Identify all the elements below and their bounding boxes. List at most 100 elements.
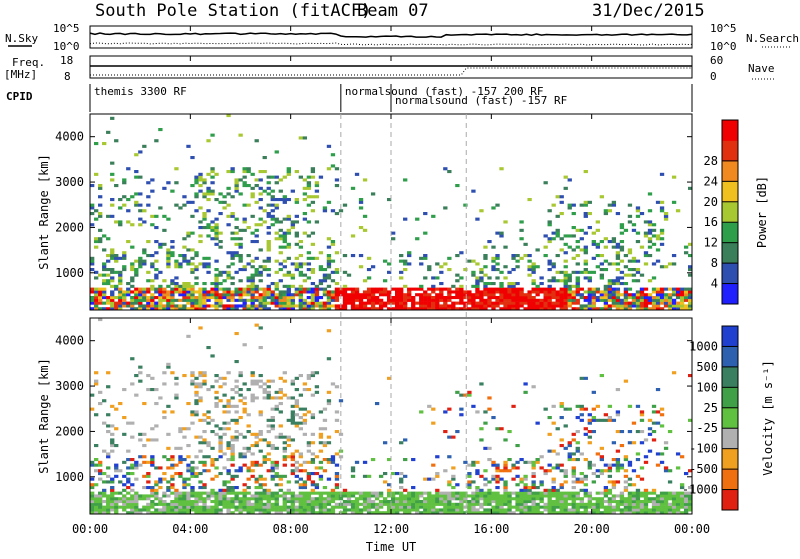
heatmap-cell [266, 296, 271, 300]
heatmap-cell [679, 296, 685, 300]
heatmap-cell [587, 276, 592, 280]
heatmap-cell [366, 276, 372, 280]
heatmap-cell [407, 290, 412, 294]
heatmap-cell [306, 276, 312, 280]
heatmap-cell [190, 307, 195, 311]
heatmap-cell [471, 497, 476, 501]
heatmap-cell [242, 410, 247, 414]
heatmap-cell [635, 505, 641, 509]
heatmap-cell [286, 455, 291, 459]
heatmap-cell [302, 511, 308, 515]
heatmap-cell [222, 500, 227, 504]
heatmap-cell [667, 430, 673, 434]
heatmap-cell [350, 298, 356, 302]
heatmap-cell [591, 293, 596, 297]
heatmap-cell [234, 270, 239, 274]
heatmap-cell [318, 477, 324, 481]
heatmap-cell [230, 497, 235, 501]
heatmap-cell [186, 307, 191, 311]
heatmap-cell [114, 444, 119, 448]
heatmap-cell [342, 307, 348, 311]
heatmap-cell [362, 301, 368, 305]
heatmap-cell [435, 474, 440, 478]
heatmap-cell [110, 491, 115, 495]
heatmap-cell [507, 287, 512, 291]
heatmap-cell [134, 494, 139, 498]
heatmap-cell [459, 296, 464, 300]
heatmap-cell [663, 296, 669, 300]
heatmap-cell [110, 486, 115, 490]
heatmap-cell [262, 438, 267, 442]
heatmap-cell [302, 304, 308, 308]
heatmap-cell [162, 290, 167, 294]
heatmap-cell [214, 511, 219, 515]
heatmap-cell [134, 287, 139, 291]
heatmap-cell [174, 393, 179, 397]
heatmap-cell [431, 214, 436, 218]
heatmap-cell [350, 508, 356, 512]
heatmap-cell [186, 511, 191, 515]
heatmap-cell [611, 200, 617, 204]
heatmap-cell [603, 304, 609, 308]
heatmap-cell [358, 265, 364, 269]
heatmap-cell [298, 136, 303, 140]
heatmap-cell [234, 390, 239, 394]
heatmap-cell [318, 500, 324, 504]
heatmap-cell [627, 251, 633, 255]
heatmap-cell [182, 293, 187, 297]
heatmap-cell [158, 500, 163, 504]
y-tick-label: 4000 [55, 334, 84, 348]
heatmap-cell [358, 494, 364, 498]
heatmap-cell [603, 418, 609, 422]
heatmap-cell [98, 460, 103, 464]
heatmap-cell [94, 270, 99, 274]
heatmap-cell [419, 502, 424, 506]
heatmap-cell [210, 458, 215, 462]
heatmap-cell [407, 296, 412, 300]
heatmap-cell [603, 245, 609, 249]
heatmap-cell [350, 307, 356, 311]
heatmap-cell [555, 195, 560, 199]
heatmap-cell [479, 304, 484, 308]
heatmap-cell [226, 469, 231, 473]
heatmap-cell [234, 410, 239, 414]
heatmap-cell [278, 198, 283, 202]
heatmap-cell [154, 268, 159, 272]
heatmap-cell [559, 307, 564, 311]
heatmap-cell [607, 466, 613, 470]
heatmap-cell [170, 290, 175, 294]
heatmap-cell [246, 298, 251, 302]
heatmap-cell [587, 298, 592, 302]
heatmap-cell [519, 287, 524, 291]
heatmap-cell [246, 511, 251, 515]
heatmap-cell [258, 287, 263, 291]
heatmap-cell [631, 421, 637, 425]
heatmap-cell [579, 502, 584, 506]
heatmap-cell [455, 293, 460, 297]
heatmap-cell [138, 494, 143, 498]
heatmap-cell [455, 505, 460, 509]
heatmap-cell [439, 511, 444, 515]
heatmap-cell [242, 494, 247, 498]
heatmap-cell [266, 231, 271, 235]
heatmap-cell [286, 214, 291, 218]
heatmap-cell [623, 265, 629, 269]
heatmap-cell [122, 416, 127, 420]
heatmap-cell [407, 491, 412, 495]
heatmap-cell [467, 298, 472, 302]
heatmap-cell [290, 505, 295, 509]
heatmap-cell [443, 410, 448, 414]
heatmap-cell [607, 480, 613, 484]
heatmap-cell [302, 198, 308, 202]
heatmap-cell [274, 259, 279, 263]
heatmap-cell [318, 175, 324, 179]
heatmap-cell [439, 497, 444, 501]
heatmap-cell [230, 474, 235, 478]
heatmap-cell [563, 301, 568, 305]
heatmap-cell [531, 262, 536, 266]
heatmap-cell [198, 290, 203, 294]
heatmap-cell [262, 505, 267, 509]
heatmap-cell [679, 505, 685, 509]
heatmap-cell [599, 293, 604, 297]
heatmap-cell [627, 268, 633, 272]
